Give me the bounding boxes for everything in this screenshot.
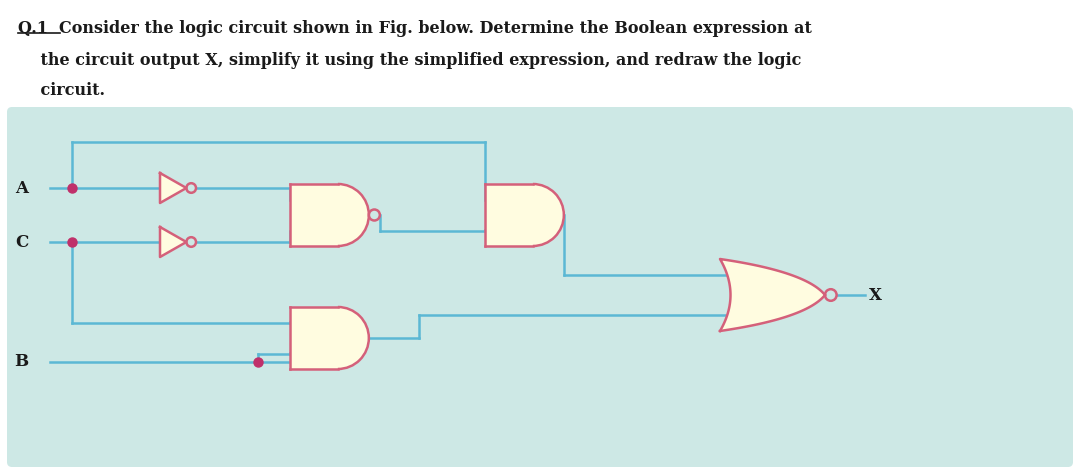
Text: A: A: [15, 180, 28, 196]
FancyBboxPatch shape: [6, 107, 1074, 467]
Polygon shape: [338, 307, 369, 369]
Text: circuit.: circuit.: [18, 82, 105, 99]
Bar: [291, 184, 338, 246]
Polygon shape: [160, 227, 187, 257]
Polygon shape: [532, 184, 564, 246]
Polygon shape: [160, 173, 187, 203]
Text: B: B: [14, 353, 28, 370]
Polygon shape: [720, 259, 825, 331]
Text: C: C: [15, 234, 28, 251]
Text: Consider the logic circuit shown in Fig. below. Determine the Boolean expression: Consider the logic circuit shown in Fig.…: [59, 20, 812, 37]
Bar: [485, 184, 532, 246]
Polygon shape: [338, 184, 369, 246]
Bar: [291, 307, 338, 369]
Text: X: X: [868, 287, 881, 304]
Text: the circuit output X, simplify it using the simplified expression, and redraw th: the circuit output X, simplify it using …: [18, 52, 801, 69]
Text: Q.1: Q.1: [18, 20, 54, 37]
